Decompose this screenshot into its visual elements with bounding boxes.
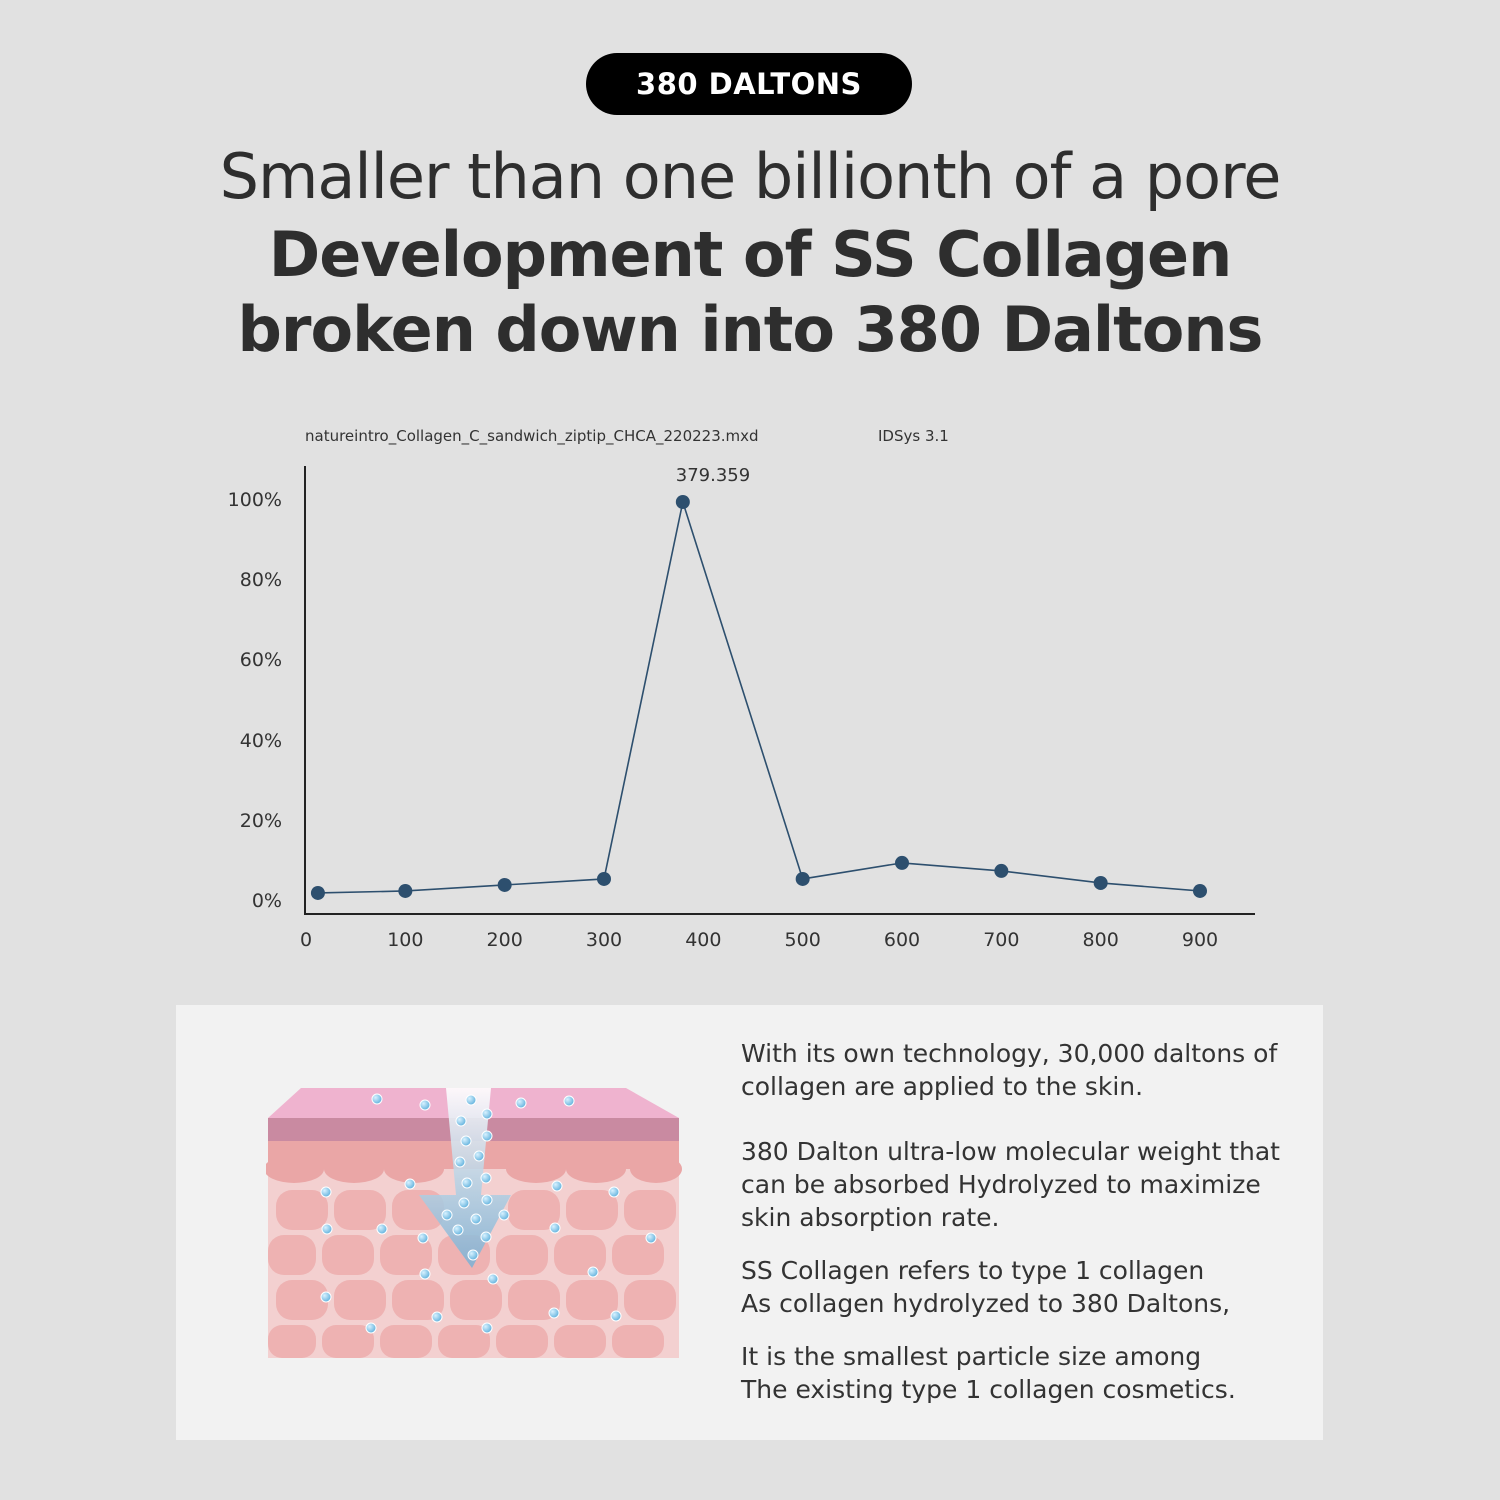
mass-spectrum-chart xyxy=(304,466,1255,915)
x-tick-label: 600 xyxy=(883,929,921,951)
y-tick-label: 100% xyxy=(227,489,282,511)
info-paragraph-4: It is the smallest particle size among T… xyxy=(741,1342,1236,1404)
info-text: With its own technology, 30,000 daltons … xyxy=(741,1037,1301,1406)
data-point xyxy=(994,863,1009,878)
series-line xyxy=(317,498,1201,894)
x-tick-label: 900 xyxy=(1181,929,1219,951)
info-panel xyxy=(176,1005,1323,1440)
x-tick-label: 200 xyxy=(486,929,523,951)
skin-absorption-illustration xyxy=(266,1088,682,1358)
data-point xyxy=(795,871,810,886)
y-tick-label: 20% xyxy=(239,809,282,832)
y-tick-label: 0% xyxy=(251,890,282,912)
y-tick-label: 80% xyxy=(239,569,282,592)
y-tick-label: 40% xyxy=(239,729,282,752)
data-point xyxy=(1193,883,1207,898)
info-paragraph-2: 380 Dalton ultra-low molecular weight th… xyxy=(741,1137,1280,1232)
x-tick-label: 100 xyxy=(387,929,424,951)
data-point xyxy=(895,855,909,870)
data-point xyxy=(398,883,413,898)
headline-title-line1: Development of SS Collagen xyxy=(268,218,1233,291)
data-points xyxy=(310,495,1207,900)
data-point xyxy=(1093,875,1108,890)
x-tick-label: 400 xyxy=(685,929,722,951)
chart-software-label: IDSys 3.1 xyxy=(878,427,949,445)
y-tick-label: 60% xyxy=(239,649,282,672)
headline-subtitle: Smaller than one billionth of a pore xyxy=(219,140,1282,213)
chart-file-name: natureintro_Collagen_C_sandwich_ziptip_C… xyxy=(305,427,759,445)
headline-title-line2: broken down into 380 Daltons xyxy=(237,293,1264,366)
x-tick-label: 300 xyxy=(585,929,623,951)
x-tick-label: 800 xyxy=(1082,929,1119,951)
x-tick-label: 0 xyxy=(299,929,313,951)
badge-label: 380 DALTONS xyxy=(636,67,862,101)
peak-annotation: 379.359 xyxy=(675,465,751,486)
info-paragraph-3: SS Collagen refers to type 1 collagen As… xyxy=(741,1256,1231,1318)
data-point xyxy=(597,871,611,886)
data-point xyxy=(675,495,690,509)
dalton-badge: 380 DALTONS xyxy=(586,53,912,115)
info-paragraph-1: With its own technology, 30,000 daltons … xyxy=(741,1039,1278,1101)
data-point xyxy=(310,885,325,900)
data-point xyxy=(497,877,512,892)
x-tick-label: 700 xyxy=(983,929,1020,951)
x-tick-label: 500 xyxy=(784,929,821,951)
